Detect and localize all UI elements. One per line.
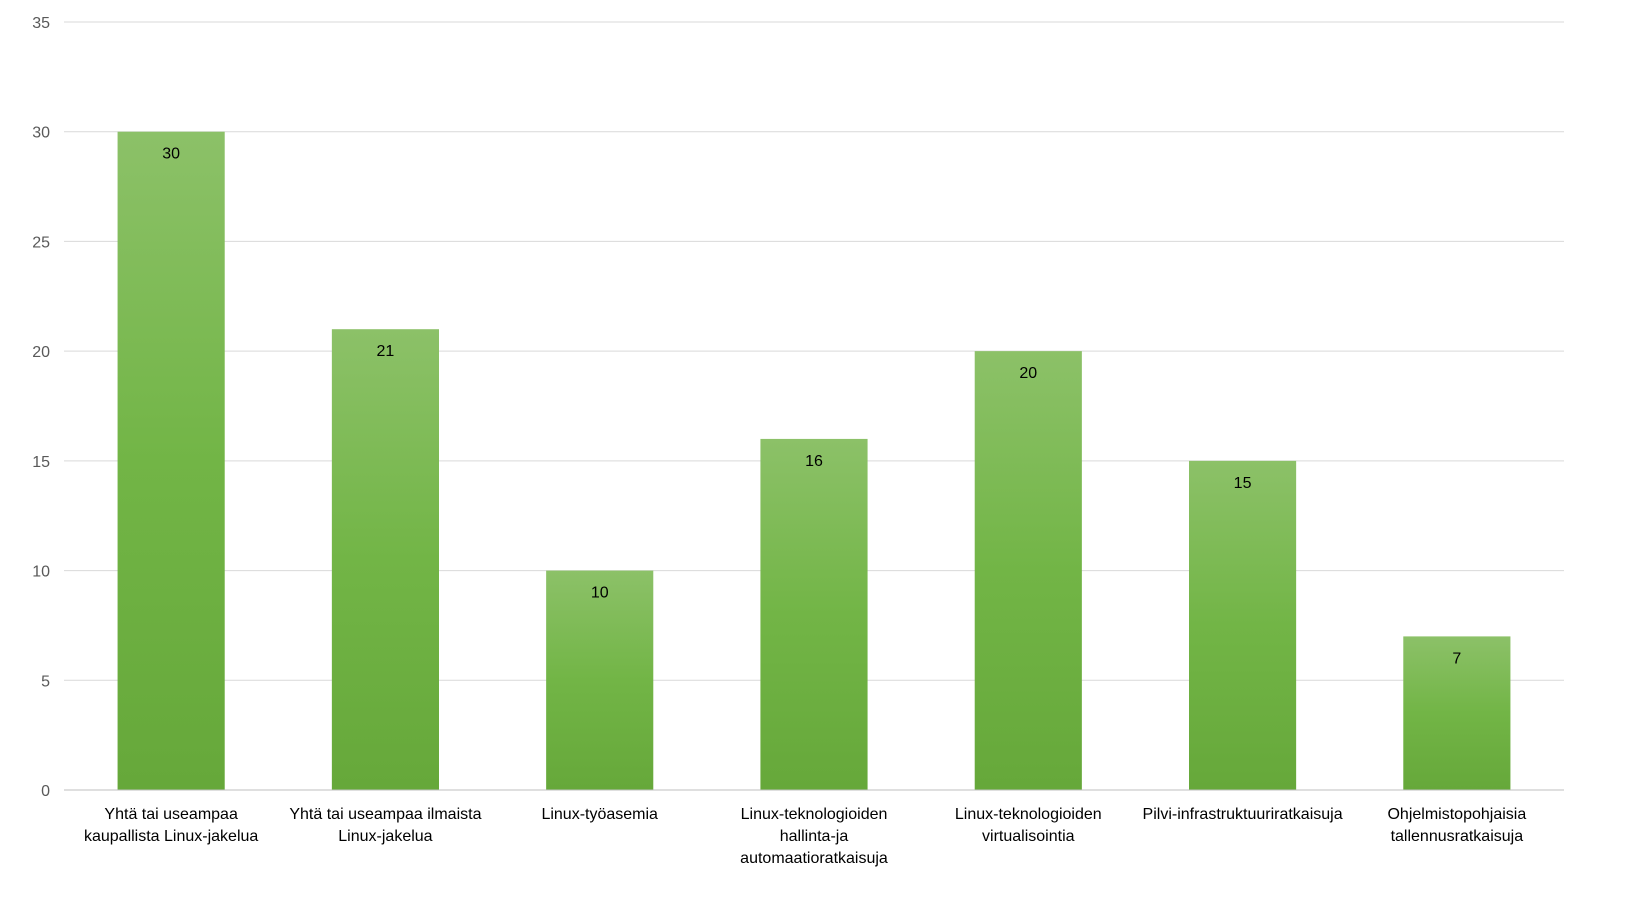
- bar: [1189, 460, 1297, 790]
- y-tick-label: 15: [32, 454, 50, 471]
- x-tick-label-line: Ohjelmistopohjaisia: [1387, 806, 1526, 823]
- y-axis-tick-labels: 0 5 10 15 20 25 30 35: [32, 15, 50, 800]
- y-tick-label: 10: [32, 564, 50, 581]
- y-tick-label: 30: [32, 125, 50, 142]
- x-tick-label-line: virtualisointia: [982, 828, 1075, 845]
- bar: [760, 438, 868, 790]
- x-axis-tick-labels: Yhtä tai useampaa kaupallista Linux-jakel…: [84, 806, 1526, 867]
- data-label: 10: [591, 585, 609, 602]
- bars: [117, 131, 1511, 790]
- data-label: 15: [1234, 475, 1252, 492]
- x-tick-label: Pilvi-infrastruktuuriratkaisuja: [1143, 806, 1343, 823]
- bar: [331, 329, 439, 790]
- x-tick-label: Yhtä tai useampaa kaupallista Linux-jakel…: [84, 806, 258, 845]
- x-tick-label: Ohjelmistopohjaisia tallennusratkaisuja: [1387, 806, 1526, 845]
- x-tick-label: Linux-työasemia: [541, 806, 658, 823]
- y-tick-label: 25: [32, 234, 50, 251]
- bar: [1403, 636, 1511, 790]
- x-tick-label-line: kaupallista Linux-jakelua: [84, 828, 258, 845]
- data-label: 21: [377, 343, 395, 360]
- x-tick-label-line: Linux-jakelua: [338, 828, 432, 845]
- x-tick-label-line: Yhtä tai useampaa: [104, 806, 238, 823]
- data-label: 30: [162, 146, 180, 163]
- x-tick-label-line: Pilvi-infrastruktuuriratkaisuja: [1143, 806, 1343, 823]
- x-tick-label: Linux-teknologioiden virtualisointia: [955, 806, 1102, 845]
- x-tick-label: Linux-teknologioiden hallinta-ja automaati…: [740, 806, 888, 867]
- x-tick-label-line: Linux-teknologioiden: [741, 806, 888, 823]
- x-tick-label-line: hallinta-ja: [780, 828, 849, 845]
- x-tick-label-line: tallennusratkaisuja: [1391, 828, 1524, 845]
- y-tick-label: 20: [32, 344, 50, 361]
- x-tick-label-line: Linux-teknologioiden: [955, 806, 1102, 823]
- x-tick-label: Yhtä tai useampaa ilmaista Linux-jakelua: [289, 806, 481, 845]
- y-tick-label: 5: [41, 673, 50, 690]
- x-tick-label-line: Linux-työasemia: [541, 806, 658, 823]
- bar: [117, 131, 225, 790]
- y-tick-label: 0: [41, 783, 50, 800]
- x-tick-label-line: Yhtä tai useampaa ilmaista: [289, 806, 481, 823]
- data-label: 7: [1452, 650, 1461, 667]
- y-tick-label: 35: [32, 15, 50, 32]
- bar: [974, 351, 1082, 790]
- bar: [546, 570, 654, 790]
- data-label: 16: [805, 453, 823, 470]
- data-labels: 30 21 10 16 20 15 7: [162, 146, 1461, 668]
- x-tick-label-line: automaatioratkaisuja: [740, 850, 888, 867]
- data-label: 20: [1019, 365, 1037, 382]
